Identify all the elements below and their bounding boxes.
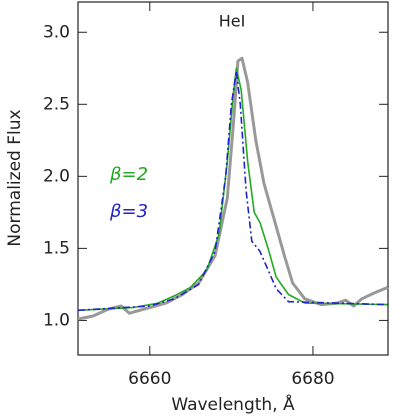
series-line <box>77 70 389 312</box>
annotation: β=3 <box>109 201 148 222</box>
series-line <box>77 56 389 321</box>
y-axis-label: Normalized Flux <box>5 109 25 246</box>
y-tick-label: 1.5 <box>43 238 70 258</box>
plot-frame <box>77 1 389 356</box>
y-tick-label: 2.0 <box>43 166 70 186</box>
y-tick-label: 2.5 <box>43 94 70 114</box>
x-axis-label: Wavelength, Å <box>171 393 295 415</box>
y-tick-label: 3.0 <box>43 22 70 42</box>
series-line <box>77 67 389 312</box>
x-tick-label: 6680 <box>291 369 334 389</box>
chart-title: HeI <box>219 12 246 31</box>
y-tick-label: 1.0 <box>43 310 70 330</box>
x-tick-label: 6660 <box>128 369 171 389</box>
annotation: β=2 <box>109 164 148 185</box>
